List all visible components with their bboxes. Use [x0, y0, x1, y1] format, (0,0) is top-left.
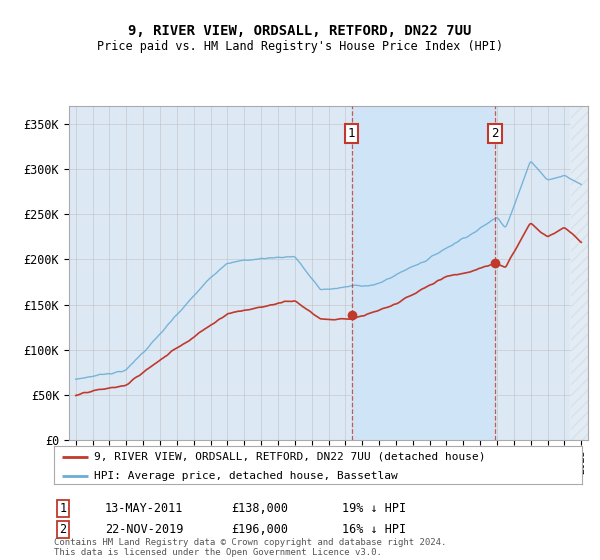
Text: Contains HM Land Registry data © Crown copyright and database right 2024.
This d: Contains HM Land Registry data © Crown c…: [54, 538, 446, 557]
Text: 16% ↓ HPI: 16% ↓ HPI: [342, 523, 406, 536]
Text: 2: 2: [491, 127, 499, 140]
Text: £138,000: £138,000: [231, 502, 288, 515]
Text: 1: 1: [59, 502, 67, 515]
Text: 9, RIVER VIEW, ORDSALL, RETFORD, DN22 7UU: 9, RIVER VIEW, ORDSALL, RETFORD, DN22 7U…: [128, 24, 472, 38]
Text: Price paid vs. HM Land Registry's House Price Index (HPI): Price paid vs. HM Land Registry's House …: [97, 40, 503, 53]
Text: HPI: Average price, detached house, Bassetlaw: HPI: Average price, detached house, Bass…: [94, 471, 397, 481]
Text: 19% ↓ HPI: 19% ↓ HPI: [342, 502, 406, 515]
Bar: [571, 106, 588, 440]
Bar: [571, 106, 588, 440]
Text: 1: 1: [348, 127, 355, 140]
Text: 22-NOV-2019: 22-NOV-2019: [105, 523, 184, 536]
Text: £196,000: £196,000: [231, 523, 288, 536]
Text: 2: 2: [59, 523, 67, 536]
Text: 13-MAY-2011: 13-MAY-2011: [105, 502, 184, 515]
Bar: [352, 106, 496, 440]
Text: 9, RIVER VIEW, ORDSALL, RETFORD, DN22 7UU (detached house): 9, RIVER VIEW, ORDSALL, RETFORD, DN22 7U…: [94, 452, 485, 462]
